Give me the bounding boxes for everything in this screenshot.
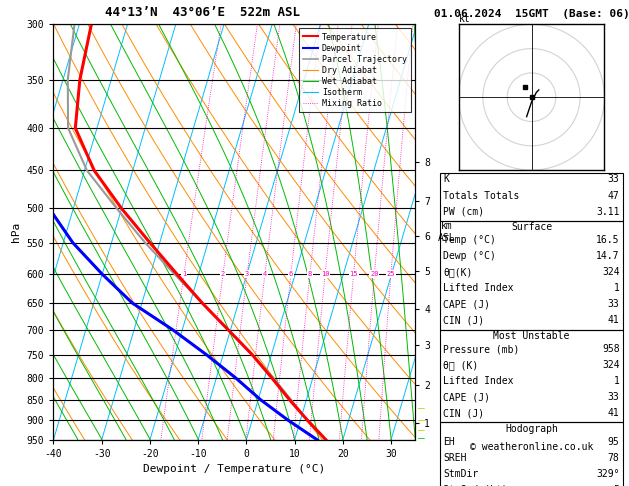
Text: Hodograph: Hodograph (505, 424, 558, 434)
Text: SREH: SREH (443, 453, 467, 463)
Text: —: — (418, 416, 425, 425)
Text: 25: 25 (387, 271, 395, 277)
Text: Totals Totals: Totals Totals (443, 191, 520, 201)
Text: 6: 6 (289, 271, 293, 277)
Text: θᴄ (K): θᴄ (K) (443, 360, 479, 370)
Text: 1: 1 (614, 283, 620, 294)
Text: 5: 5 (614, 485, 620, 486)
Text: Dewp (°C): Dewp (°C) (443, 251, 496, 261)
Text: Surface: Surface (511, 222, 552, 232)
Text: CIN (J): CIN (J) (443, 408, 484, 418)
Text: 33: 33 (608, 174, 620, 185)
Text: 47: 47 (608, 191, 620, 201)
Text: CAPE (J): CAPE (J) (443, 299, 491, 310)
Text: 41: 41 (608, 408, 620, 418)
Text: EH: EH (443, 437, 455, 447)
Text: 3: 3 (245, 271, 249, 277)
Text: 41: 41 (608, 315, 620, 326)
Text: 10: 10 (321, 271, 330, 277)
Text: 20: 20 (370, 271, 379, 277)
Text: kt: kt (459, 14, 470, 24)
Text: 78: 78 (608, 453, 620, 463)
Text: Temp (°C): Temp (°C) (443, 235, 496, 245)
Text: Lifted Index: Lifted Index (443, 376, 514, 386)
Text: CIN (J): CIN (J) (443, 315, 484, 326)
Text: K: K (443, 174, 449, 185)
Text: 324: 324 (602, 267, 620, 278)
Text: 44°13’N  43°06’E  522m ASL: 44°13’N 43°06’E 522m ASL (105, 6, 301, 19)
Text: 15: 15 (349, 271, 358, 277)
Text: Lifted Index: Lifted Index (443, 283, 514, 294)
Text: 4: 4 (263, 271, 267, 277)
Text: StmSpd (kt): StmSpd (kt) (443, 485, 508, 486)
Text: 8: 8 (308, 271, 312, 277)
Text: 14.7: 14.7 (596, 251, 620, 261)
Y-axis label: km
ASL: km ASL (438, 221, 455, 243)
Text: 1: 1 (614, 376, 620, 386)
Text: 01.06.2024  15GMT  (Base: 06): 01.06.2024 15GMT (Base: 06) (433, 9, 629, 19)
Text: 2: 2 (221, 271, 225, 277)
Text: Most Unstable: Most Unstable (493, 331, 570, 341)
X-axis label: Dewpoint / Temperature (°C): Dewpoint / Temperature (°C) (143, 465, 325, 474)
Text: 1: 1 (182, 271, 186, 277)
Text: θᴄ(K): θᴄ(K) (443, 267, 473, 278)
Text: 3.11: 3.11 (596, 207, 620, 217)
Text: 33: 33 (608, 299, 620, 310)
Y-axis label: hPa: hPa (11, 222, 21, 242)
Text: 958: 958 (602, 344, 620, 354)
Text: PW (cm): PW (cm) (443, 207, 484, 217)
Text: StmDir: StmDir (443, 469, 479, 479)
Text: 324: 324 (602, 360, 620, 370)
Text: 16.5: 16.5 (596, 235, 620, 245)
Text: CAPE (J): CAPE (J) (443, 392, 491, 402)
Text: © weatheronline.co.uk: © weatheronline.co.uk (470, 442, 593, 452)
Text: 329°: 329° (596, 469, 620, 479)
Text: Pressure (mb): Pressure (mb) (443, 344, 520, 354)
Text: —: — (418, 403, 425, 413)
Text: —: — (418, 433, 425, 443)
Text: —: — (418, 425, 425, 435)
Text: 95: 95 (608, 437, 620, 447)
Legend: Temperature, Dewpoint, Parcel Trajectory, Dry Adiabat, Wet Adiabat, Isotherm, Mi: Temperature, Dewpoint, Parcel Trajectory… (299, 29, 411, 112)
Text: 33: 33 (608, 392, 620, 402)
